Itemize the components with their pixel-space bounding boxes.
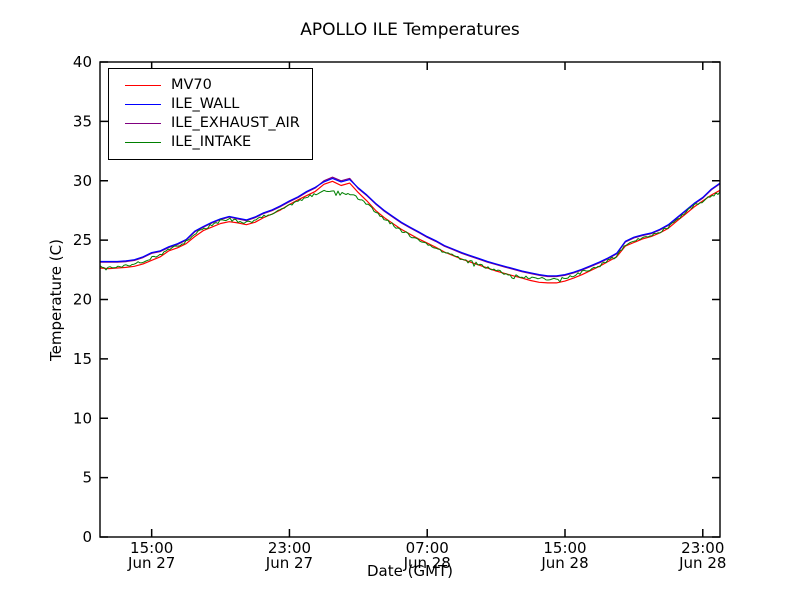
x-tick-time-label: 15:00 <box>130 539 173 557</box>
legend-label: ILE_EXHAUST_AIR <box>171 115 300 131</box>
y-tick-label: 15 <box>73 350 92 368</box>
y-tick-label: 10 <box>73 409 92 427</box>
x-tick-time-label: 23:00 <box>681 539 724 557</box>
x-tick-time-label: 07:00 <box>406 539 449 557</box>
y-tick-label: 20 <box>73 291 92 309</box>
legend-item-ile_intake: ILE_INTAKE <box>117 133 300 152</box>
legend-line-swatch <box>125 142 161 143</box>
y-tick-label: 0 <box>82 528 92 546</box>
y-axis-label: Temperature (C) <box>47 239 65 361</box>
y-tick-label: 30 <box>73 172 92 190</box>
x-tick-date-label: Jun 27 <box>265 554 313 572</box>
y-tick-label: 25 <box>73 231 92 249</box>
legend-label: MV70 <box>171 77 212 93</box>
x-tick-date-label: Jun 27 <box>127 554 175 572</box>
x-tick-time-label: 15:00 <box>543 539 586 557</box>
x-tick-date-label: Jun 28 <box>403 554 451 572</box>
x-tick-date-label: Jun 28 <box>678 554 726 572</box>
legend-item-mv70: MV70 <box>117 76 300 95</box>
series-line-ile_wall <box>100 177 721 277</box>
legend: MV70 ILE_WALL ILE_EXHAUST_AIR ILE_INTAKE <box>108 68 313 160</box>
series-line-ile_intake <box>99 189 721 283</box>
y-tick-label: 35 <box>73 112 92 130</box>
chart-title: APOLLO ILE Temperatures <box>300 20 520 40</box>
y-tick-label: 5 <box>82 469 92 487</box>
x-tick-date-label: Jun 28 <box>540 554 588 572</box>
legend-label: ILE_WALL <box>171 96 240 112</box>
legend-label: ILE_INTAKE <box>171 134 252 150</box>
legend-line-swatch <box>125 123 161 124</box>
legend-line-swatch <box>125 85 161 86</box>
legend-item-ile_wall: ILE_WALL <box>117 95 300 114</box>
legend-line-swatch <box>125 104 161 105</box>
y-tick-label: 40 <box>73 53 92 71</box>
legend-item-ile_exhaust_air: ILE_EXHAUST_AIR <box>117 114 300 133</box>
series-line-ile_exhaust_air <box>100 176 721 278</box>
x-tick-time-label: 23:00 <box>268 539 311 557</box>
x-axis-label: Date (GMT) <box>366 562 454 580</box>
